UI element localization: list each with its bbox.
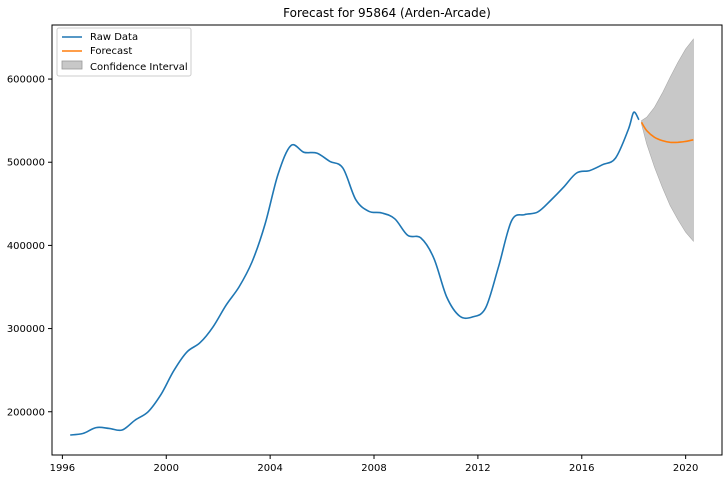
raw-data-line [70,111,640,436]
y-tick-label: 300000 [7,324,45,335]
chart-title: Forecast for 95864 (Arden-Arcade) [283,6,491,20]
forecast-line [640,121,694,144]
x-tick-label: 2004 [257,463,282,474]
y-tick-label: 400000 [7,241,45,252]
legend-label-forecast: Forecast [90,46,132,57]
x-tick-label: 1996 [50,463,75,474]
x-axis: 1996 2000 2004 2008 2012 2016 2020 [50,455,698,474]
x-tick-label: 2008 [361,463,386,474]
confidence-interval-layer [641,38,694,243]
legend-box [56,27,192,77]
y-tick-label: 500000 [7,158,45,169]
legend: Raw Data Forecast Confidence Interval [56,27,192,77]
legend-label-raw-data: Raw Data [90,32,138,43]
x-tick-label: 2012 [465,463,490,474]
legend-swatch-confidence-interval [61,60,83,70]
forecast-layer [640,121,694,144]
y-tick-label: 600000 [7,75,45,86]
raw-data-layer [70,111,640,436]
y-tick-label: 200000 [7,407,45,418]
legend-label-confidence-interval: Confidence Interval [90,62,188,73]
y-axis: 200000 300000 400000 500000 600000 [7,75,52,418]
confidence-interval-band [641,38,694,243]
x-tick-label: 2016 [569,463,594,474]
x-tick-label: 2020 [673,463,698,474]
plot-frame [51,24,723,456]
x-tick-label: 2000 [154,463,179,474]
